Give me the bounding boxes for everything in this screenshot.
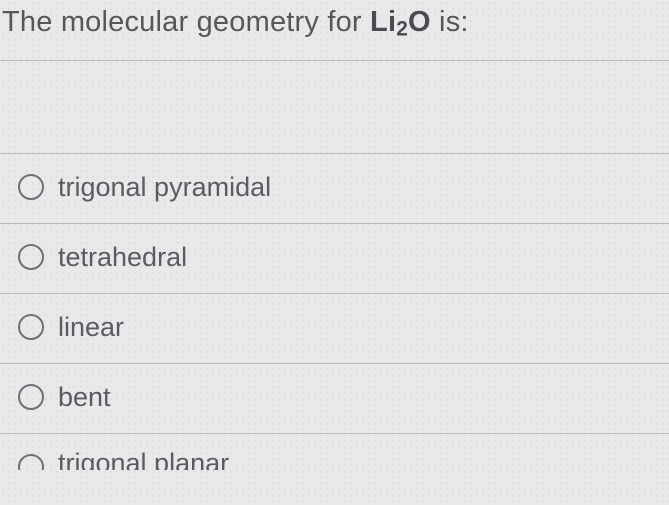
option-label: bent [58, 382, 111, 413]
radio-icon [18, 174, 44, 200]
radio-icon [18, 314, 44, 340]
question-suffix: is: [431, 6, 469, 38]
option-linear[interactable]: linear [0, 294, 669, 364]
radio-icon [18, 454, 44, 470]
option-label: trigonal pyramidal [58, 172, 271, 203]
quiz-page: The molecular geometry for Li2O is: trig… [0, 0, 669, 505]
radio-icon [18, 244, 44, 270]
question-prefix: The molecular geometry for [2, 6, 370, 38]
option-label: linear [58, 312, 124, 343]
option-label: trigonal planar [58, 448, 229, 470]
option-label: tetrahedral [58, 242, 187, 273]
option-bent[interactable]: bent [0, 364, 669, 434]
formula-li: Li [370, 6, 396, 38]
question-text: The molecular geometry for Li2O is: [0, 0, 669, 61]
option-tetrahedral[interactable]: tetrahedral [0, 224, 669, 294]
options-list: trigonal pyramidal tetrahedral linear be… [0, 153, 669, 470]
option-trigonal-pyramidal[interactable]: trigonal pyramidal [0, 153, 669, 224]
chemical-formula: Li2O [370, 6, 431, 38]
formula-subscript: 2 [396, 18, 408, 41]
option-trigonal-planar[interactable]: trigonal planar [0, 434, 669, 470]
radio-icon [18, 384, 44, 410]
formula-o: O [408, 6, 431, 38]
